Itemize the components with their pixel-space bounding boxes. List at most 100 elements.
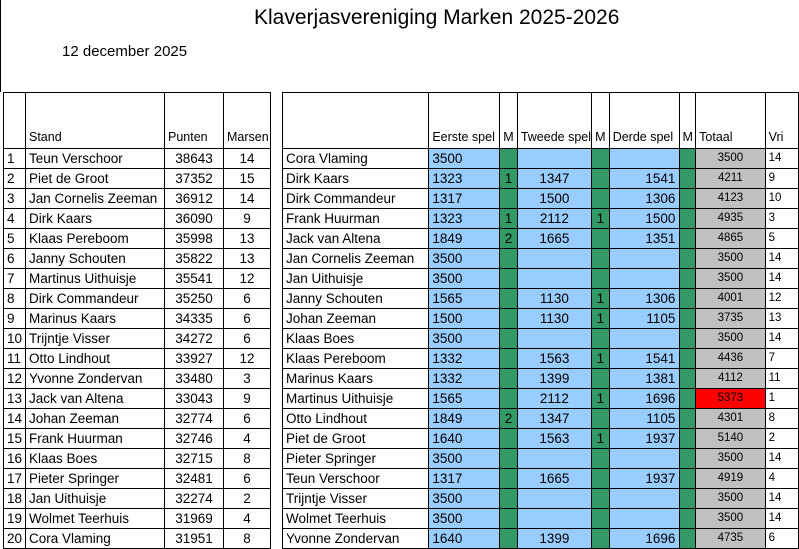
standing-position: 15 bbox=[3, 428, 26, 449]
mars-1 bbox=[499, 388, 518, 409]
eerste-spel: 1323 bbox=[428, 208, 501, 229]
standing-position: 1 bbox=[3, 148, 26, 169]
vrij: 14 bbox=[764, 448, 799, 469]
table-row: 19 Wolmet Teerhuis 31969 4 bbox=[3, 508, 271, 529]
mars-3 bbox=[679, 168, 697, 189]
derde-spel bbox=[608, 268, 681, 289]
vrij: 9 bbox=[764, 168, 799, 189]
mars-2: 1 bbox=[591, 348, 610, 369]
mars-2 bbox=[591, 228, 610, 249]
game-player-name: Teun Verschoor bbox=[281, 468, 430, 489]
table-row: 7 Martinus Uithuisje 35541 12 bbox=[3, 268, 271, 289]
tweede-spel bbox=[516, 508, 593, 529]
vrij: 12 bbox=[764, 288, 799, 309]
vrij: 11 bbox=[764, 368, 799, 389]
player-punten: 38643 bbox=[164, 148, 224, 169]
totaal: 4301 bbox=[695, 408, 766, 429]
totaal: 3500 bbox=[695, 488, 766, 509]
mars-3 bbox=[679, 288, 697, 309]
totaal: 3500 bbox=[695, 508, 766, 529]
vrij: 8 bbox=[764, 408, 799, 429]
game-player-name: Dirk Commandeur bbox=[281, 188, 430, 209]
header-stand: Stand bbox=[25, 92, 165, 149]
games-table: Eerste spel M Tweede spel M Derde spel M… bbox=[281, 92, 799, 549]
derde-spel: 1381 bbox=[608, 368, 681, 389]
player-name: Pieter Springer bbox=[25, 468, 165, 489]
totaal: 4735 bbox=[695, 528, 766, 549]
mars-1 bbox=[499, 288, 518, 309]
player-name: Dirk Commandeur bbox=[25, 288, 165, 309]
tweede-spel: 1665 bbox=[516, 468, 593, 489]
game-player-name: Johan Zeeman bbox=[281, 308, 430, 329]
mars-3 bbox=[679, 428, 697, 449]
mars-1 bbox=[499, 188, 518, 209]
vrij: 14 bbox=[764, 488, 799, 509]
game-player-name: Otto Lindhout bbox=[281, 408, 430, 429]
eerste-spel: 1332 bbox=[428, 348, 501, 369]
mars-2: 1 bbox=[591, 288, 610, 309]
mars-2 bbox=[591, 268, 610, 289]
mars-2 bbox=[591, 488, 610, 509]
mars-2 bbox=[591, 448, 610, 469]
mars-1: 1 bbox=[499, 168, 518, 189]
mars-2 bbox=[591, 368, 610, 389]
derde-spel bbox=[608, 488, 681, 509]
mars-3 bbox=[679, 348, 697, 369]
player-punten: 35822 bbox=[164, 248, 224, 269]
player-punten: 32715 bbox=[164, 448, 224, 469]
mars-3 bbox=[679, 308, 697, 329]
player-name: Yvonne Zondervan bbox=[25, 368, 165, 389]
player-punten: 36090 bbox=[164, 208, 224, 229]
mars-2: 1 bbox=[591, 428, 610, 449]
vrij: 10 bbox=[764, 188, 799, 209]
player-punten: 33480 bbox=[164, 368, 224, 389]
table-row: 18 Jan Uithuisje 32274 2 bbox=[3, 488, 271, 509]
player-marsen: 6 bbox=[223, 308, 271, 329]
player-punten: 36912 bbox=[164, 188, 224, 209]
vrij: 1 bbox=[764, 388, 799, 409]
mars-2 bbox=[591, 408, 610, 429]
game-player-name: Frank Huurman bbox=[281, 208, 430, 229]
mars-3 bbox=[679, 488, 697, 509]
tweede-spel: 1399 bbox=[516, 528, 593, 549]
player-marsen: 6 bbox=[223, 408, 271, 429]
game-player-name: Trijntje Visser bbox=[281, 488, 430, 509]
standing-position: 2 bbox=[3, 168, 26, 189]
game-player-name: Klaas Boes bbox=[281, 328, 430, 349]
eerste-spel: 1565 bbox=[428, 388, 501, 409]
table-row: 20 Cora Vlaming 31951 8 bbox=[3, 528, 271, 549]
standings-table: Stand Punten Marsen 1 Teun Verschoor 38643… bbox=[3, 92, 271, 549]
table-row: Wolmet Teerhuis 3500 3500 14 bbox=[281, 508, 799, 529]
game-player-name: Janny Schouten bbox=[281, 288, 430, 309]
eerste-spel: 1500 bbox=[428, 308, 501, 329]
eerste-spel: 3500 bbox=[428, 148, 501, 169]
standing-position: 18 bbox=[3, 488, 26, 509]
mars-3 bbox=[679, 388, 697, 409]
table-row: 14 Johan Zeeman 32774 6 bbox=[3, 408, 271, 429]
game-player-name: Jack van Altena bbox=[281, 228, 430, 249]
eerste-spel: 3500 bbox=[428, 488, 501, 509]
mars-3 bbox=[679, 368, 697, 389]
derde-spel: 1937 bbox=[608, 468, 681, 489]
player-marsen: 12 bbox=[223, 268, 271, 289]
standing-position: 16 bbox=[3, 448, 26, 469]
totaal: 4112 bbox=[695, 368, 766, 389]
tweede-spel bbox=[516, 448, 593, 469]
standings-header-row: Stand Punten Marsen bbox=[3, 92, 271, 149]
player-name: Marinus Kaars bbox=[25, 308, 165, 329]
mars-2 bbox=[591, 168, 610, 189]
derde-spel bbox=[608, 328, 681, 349]
game-player-name: Yvonne Zondervan bbox=[281, 528, 430, 549]
page-date: 12 december 2025 bbox=[62, 43, 188, 60]
game-player-name: Wolmet Teerhuis bbox=[281, 508, 430, 529]
mars-1 bbox=[499, 328, 518, 349]
player-name: Klaas Boes bbox=[25, 448, 165, 469]
mars-2 bbox=[591, 528, 610, 549]
header-marsen: Marsen bbox=[223, 92, 271, 149]
player-punten: 32746 bbox=[164, 428, 224, 449]
totaal: 3500 bbox=[695, 148, 766, 169]
header-pos bbox=[3, 92, 26, 149]
game-player-name: Pieter Springer bbox=[281, 448, 430, 469]
eerste-spel: 3500 bbox=[428, 508, 501, 529]
player-marsen: 9 bbox=[223, 388, 271, 409]
